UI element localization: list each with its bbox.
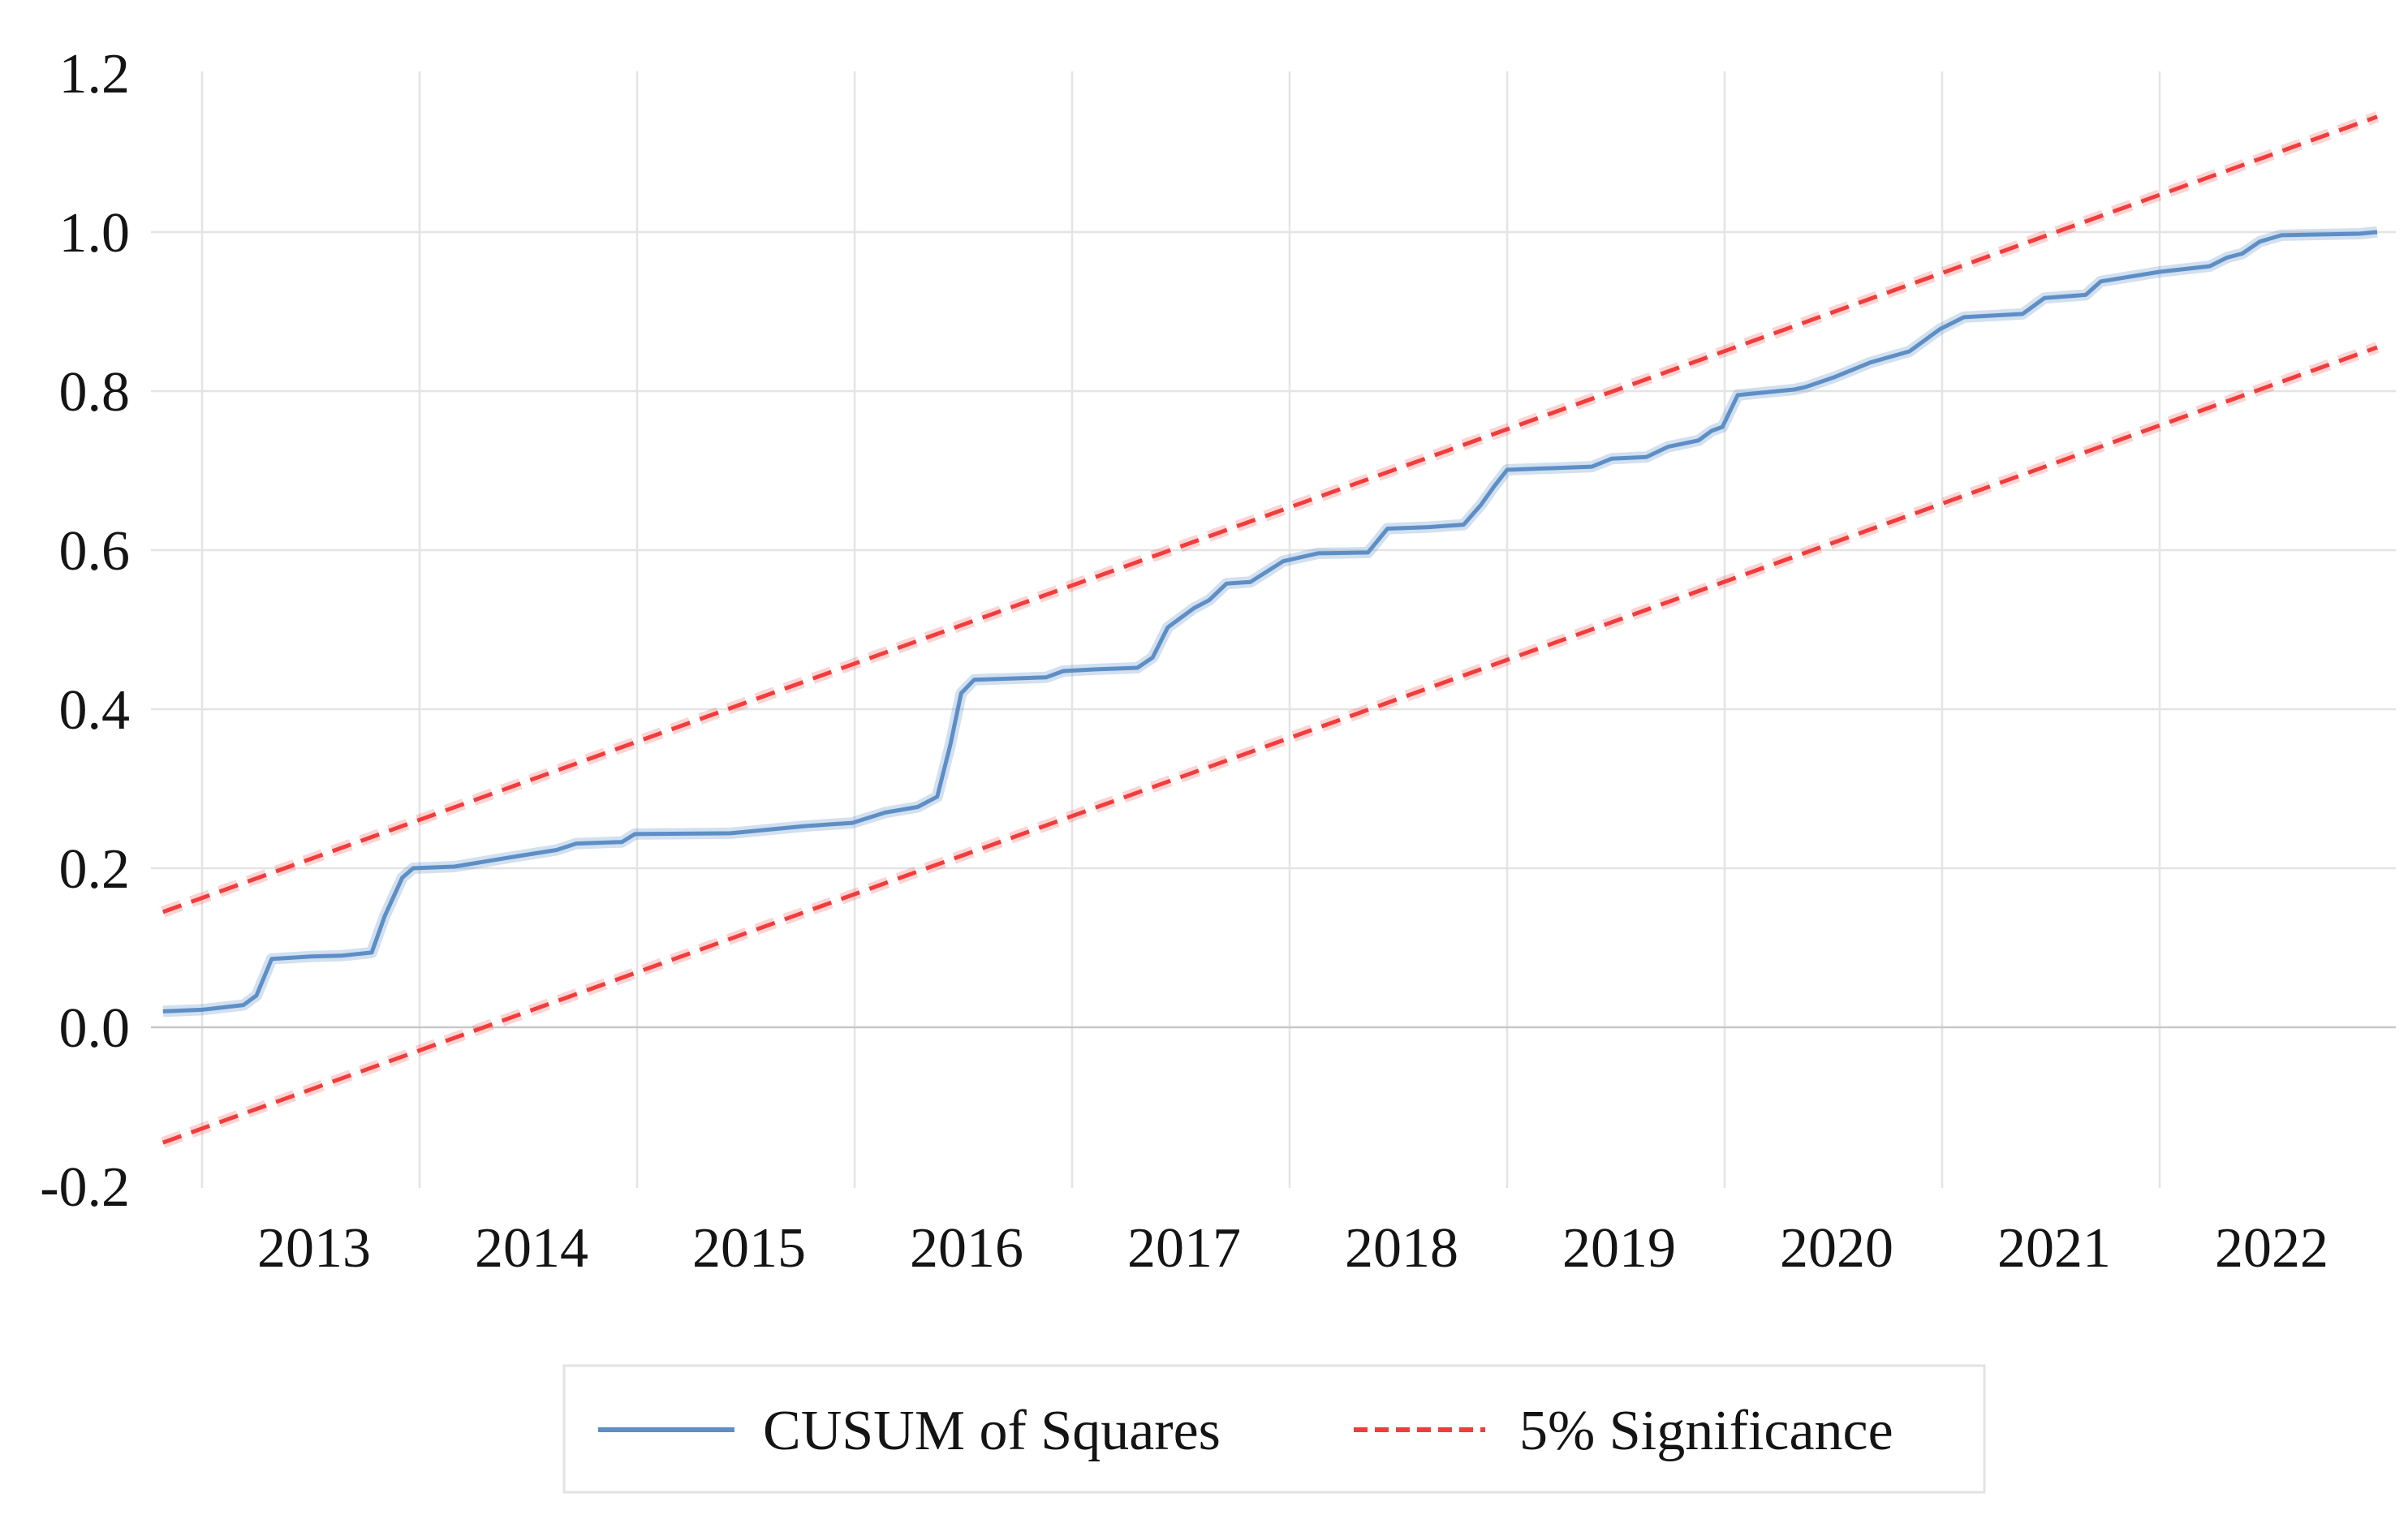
legend-label-cusum: CUSUM of Squares [763,1400,1221,1462]
cusum-line [162,230,2378,1013]
y-axis-tick-label: 1.2 [59,43,131,105]
significance-upper-line [162,114,2378,914]
y-axis-tick-label: 0.4 [59,679,131,742]
x-axis-tick-label: 2018 [1345,1217,1458,1280]
legend-box [562,1364,1986,1494]
x-axis-tick-label: 2020 [1780,1217,1893,1280]
significance-lower-line [162,345,2378,1145]
x-axis-tick-label: 2019 [1562,1217,1676,1280]
x-axis-tick-label: 2014 [475,1217,588,1280]
y-axis-tick-label: 0.6 [59,520,131,583]
x-axis-tick-label: 2013 [257,1217,371,1280]
y-axis-tick-label: -0.2 [40,1156,130,1219]
x-axis-tick-label: 2017 [1127,1217,1241,1280]
y-axis-tick-label: 0.8 [59,361,131,424]
x-axis-tick-label: 2016 [910,1217,1023,1280]
x-axis-tick-label: 2022 [2215,1217,2328,1280]
y-axis-tick-label: 0.2 [59,838,131,901]
x-axis-tick-label: 2015 [692,1217,806,1280]
legend-label-significance: 5% Significance [1519,1400,1893,1462]
y-axis-tick-label: 0.0 [59,997,131,1060]
x-axis-tick-label: 2021 [1997,1217,2111,1280]
y-axis-tick-label: 1.0 [59,202,131,265]
